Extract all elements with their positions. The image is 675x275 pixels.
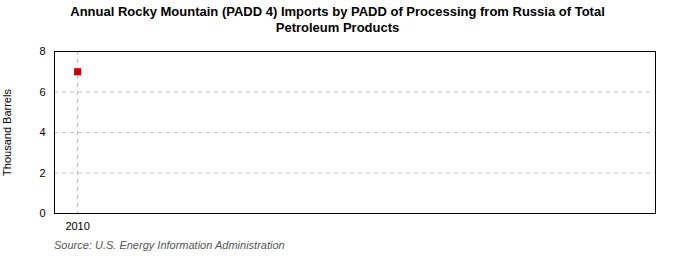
svg-text:8: 8	[39, 45, 45, 57]
svg-text:2: 2	[39, 166, 45, 178]
svg-text:6: 6	[39, 85, 45, 97]
svg-text:0: 0	[39, 207, 45, 219]
html-text:Annual Rocky Mountain (PADD 4): Annual Rocky Mountain (PADD 4) Imports b…	[70, 4, 605, 36]
html-text:Source: U.S. Energy Informatio: Source: U.S. Energy Information Administ…	[54, 238, 285, 251]
svg-text:2010: 2010	[65, 220, 89, 232]
svg-text:Thousand Barrels: Thousand Barrels	[1, 88, 13, 175]
svg-text:4: 4	[39, 126, 45, 138]
